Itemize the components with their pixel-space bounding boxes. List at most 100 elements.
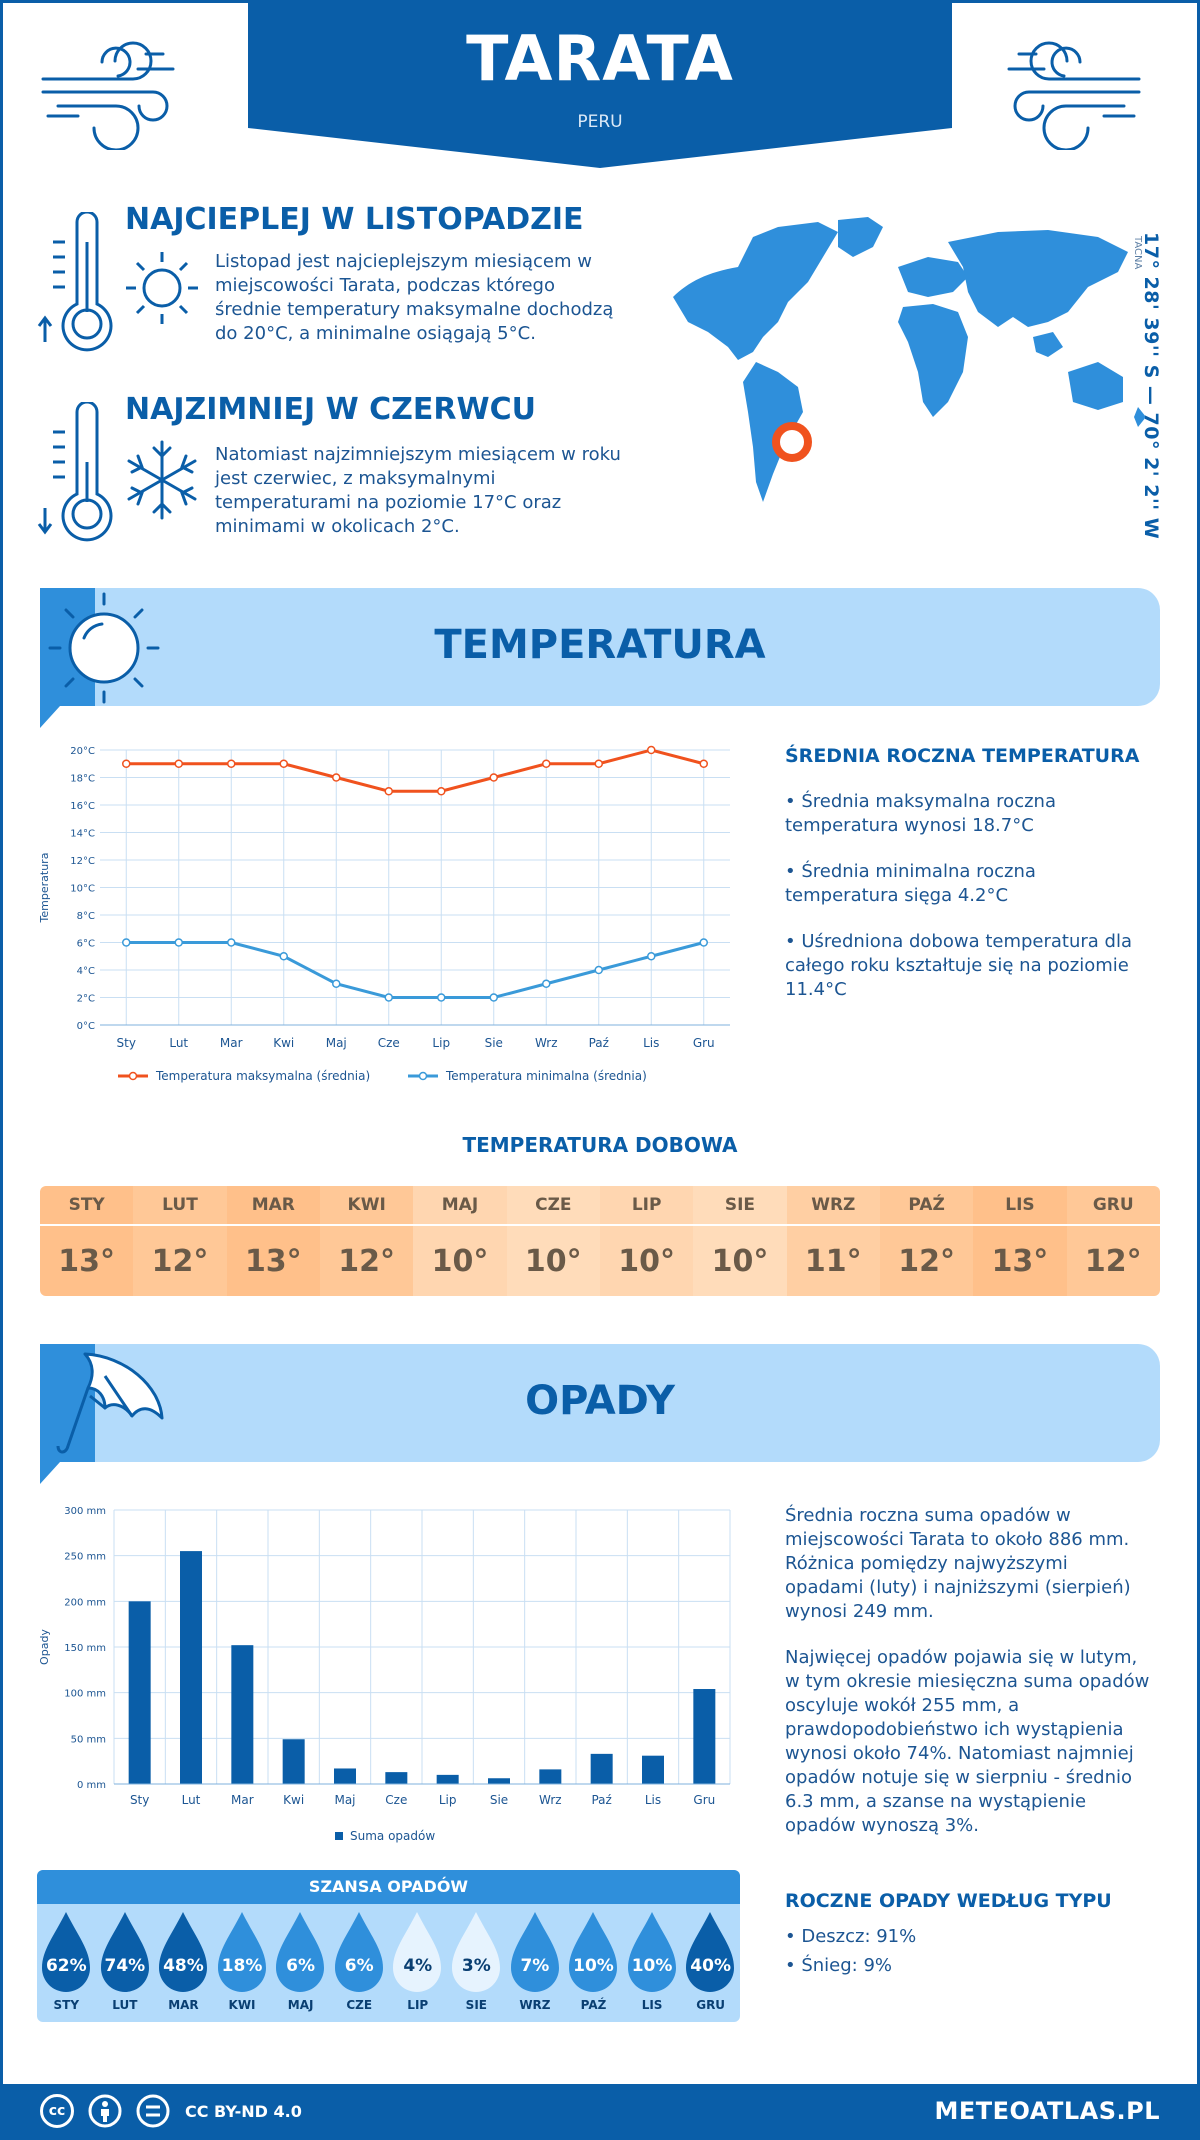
x-tick-label: Lip [432,1036,450,1050]
x-tick-label: Lip [439,1793,457,1807]
precip-chance-pct: 6% [286,1956,316,1976]
data-point [489,993,498,1002]
data-point [227,938,236,947]
cc-icon: cc [40,2094,74,2128]
coordinates-label: 17° 28' 39'' S — 70° 2' 2'' W [1140,232,1162,540]
raindrop-icon [334,1912,383,1992]
x-tick-label: Sie [485,1036,503,1050]
raindrop-icon [452,1912,501,1992]
data-point [699,938,708,947]
daily-temp-column: WRZ 11° [786,1186,880,1296]
temperature-chart: 0°C 2°C 4°C 6°C 8°C 10°C 12°C 14°C 16°C 18°C 20°C S… [38,745,730,1083]
no-derivatives-icon [136,2094,170,2128]
precipitation-chart: 0 mm 50 mm 100 mm 150 mm 200 mm 250 mm 300 mm S… [38,1506,731,1843]
daily-temp-value: 12° [898,1243,955,1279]
series-line [126,748,705,793]
raindrop-icon [686,1912,735,1992]
y-tick-label: 150 mm [64,1643,106,1654]
precip-chance-item: 4% LIP [388,1910,447,2020]
data-point [332,979,341,988]
daily-temp-value: 10° [431,1243,489,1279]
y-tick-label: 250 mm [64,1552,106,1563]
daily-temp-month: LIS [973,1186,1067,1226]
world-map [673,217,1146,502]
y-tick-label: 8°C [77,911,95,922]
raindrop-icon [393,1912,442,1992]
precip-chance-item: 62% STY [37,1910,96,2020]
data-point [279,759,288,768]
y-tick-label: 12°C [70,856,95,867]
raindrop-icon [42,1912,90,1992]
x-tick-label: Sty [130,1793,149,1807]
precip-bar [334,1768,356,1784]
data-point [332,773,341,782]
data-point [647,952,656,961]
x-tick-label: Lut [169,1036,188,1050]
y-tick-label: 0°C [77,1021,95,1032]
x-tick-label: Sie [490,1793,508,1807]
site-link[interactable]: METEOATLAS.PL [934,2097,1160,2125]
daily-temp-month: LUT [133,1186,227,1226]
annual-temp-bullet: • Średnia maksymalna roczna temperatura … [785,791,1056,836]
daily-temp-column: MAR 13° [226,1186,320,1296]
precip-chance-month: MAJ [287,1998,314,2012]
daily-temp-month: LIP [599,1186,694,1226]
precip-chance-item: 10% LIS [623,1910,682,2020]
daily-temp-column: SIE 10° [693,1186,787,1296]
data-point [594,759,603,768]
x-tick-label: Gru [693,1036,715,1050]
warmest-text: Listopad jest najcieplejszym miesiącem w… [215,251,614,344]
daily-temp-column: KWI 12° [319,1186,414,1296]
x-tick-label: Paź [591,1793,611,1807]
precip-chance-pct: 7% [520,1956,550,1976]
daily-temp-column: MAJ 10° [413,1186,507,1296]
precip-title: OPADY [525,1378,675,1424]
daily-temp-column: GRU 12° [1066,1186,1160,1296]
precip-type-title: ROCZNE OPADY WEDŁUG TYPU [785,1890,1112,1912]
daily-temp-value: 10° [618,1243,675,1279]
raindrop-icon [627,1912,676,1992]
snowflake-icon [127,440,197,520]
precip-chance-box: SZANSA OPADÓW 62% STY 74% LUT 48% MAR 18% KWI 6%… [37,1870,740,2022]
x-tick-label: Wrz [539,1793,562,1807]
x-tick-label: Cze [385,1793,407,1807]
precip-paragraph: Najwięcej opadów pojawia się w lutym, w … [785,1647,1150,1836]
y-tick-label: 16°C [70,801,95,812]
daily-temp-value: 13° [58,1243,116,1279]
y-tick-label: 300 mm [64,1506,106,1517]
daily-temp-month: MAJ [413,1186,507,1226]
daily-temp-month: GRU [1066,1186,1160,1226]
attribution-icon [88,2094,122,2128]
precip-chance-month: WRZ [519,1998,551,2012]
y-tick-label: 2°C [77,994,95,1005]
y-tick-label: 0 mm [77,1780,106,1791]
daily-temp-value: 12° [1084,1243,1142,1279]
precip-bar [642,1755,664,1784]
daily-temp-column: PAŹ 12° [879,1186,974,1296]
data-point [594,965,603,975]
precip-bar [436,1774,459,1784]
series-line [126,941,705,999]
daily-temp-value: 12° [151,1243,209,1279]
data-point [699,759,708,768]
warmest-title: NAJCIEPLEJ W LISTOPADZIE [125,202,584,237]
precip-bar [180,1551,202,1784]
wind-icon-right [1007,41,1141,150]
x-tick-label: Mar [220,1036,243,1050]
precip-chance-month: LIP [407,1998,429,2012]
x-tick-label: Cze [378,1036,400,1050]
precip-bar [590,1753,613,1784]
legend-swatch-point [418,1071,428,1081]
raindrop-icon [569,1912,618,1992]
data-point [122,759,131,768]
temperature-title: TEMPERATURA [434,622,766,668]
data-point [384,787,393,796]
precip-chance-month: CZE [346,1998,373,2012]
temperature-section-band [40,588,1160,706]
sun-large-icon [48,592,160,704]
annual-temp-text: • Średnia maksymalna roczna temperatura … [785,790,1150,1024]
y-axis-label: Temperatura [38,853,51,924]
precip-chance-item: 48% MAR [154,1910,213,2020]
y-tick-label: 200 mm [64,1597,106,1608]
precip-bar [282,1739,305,1784]
